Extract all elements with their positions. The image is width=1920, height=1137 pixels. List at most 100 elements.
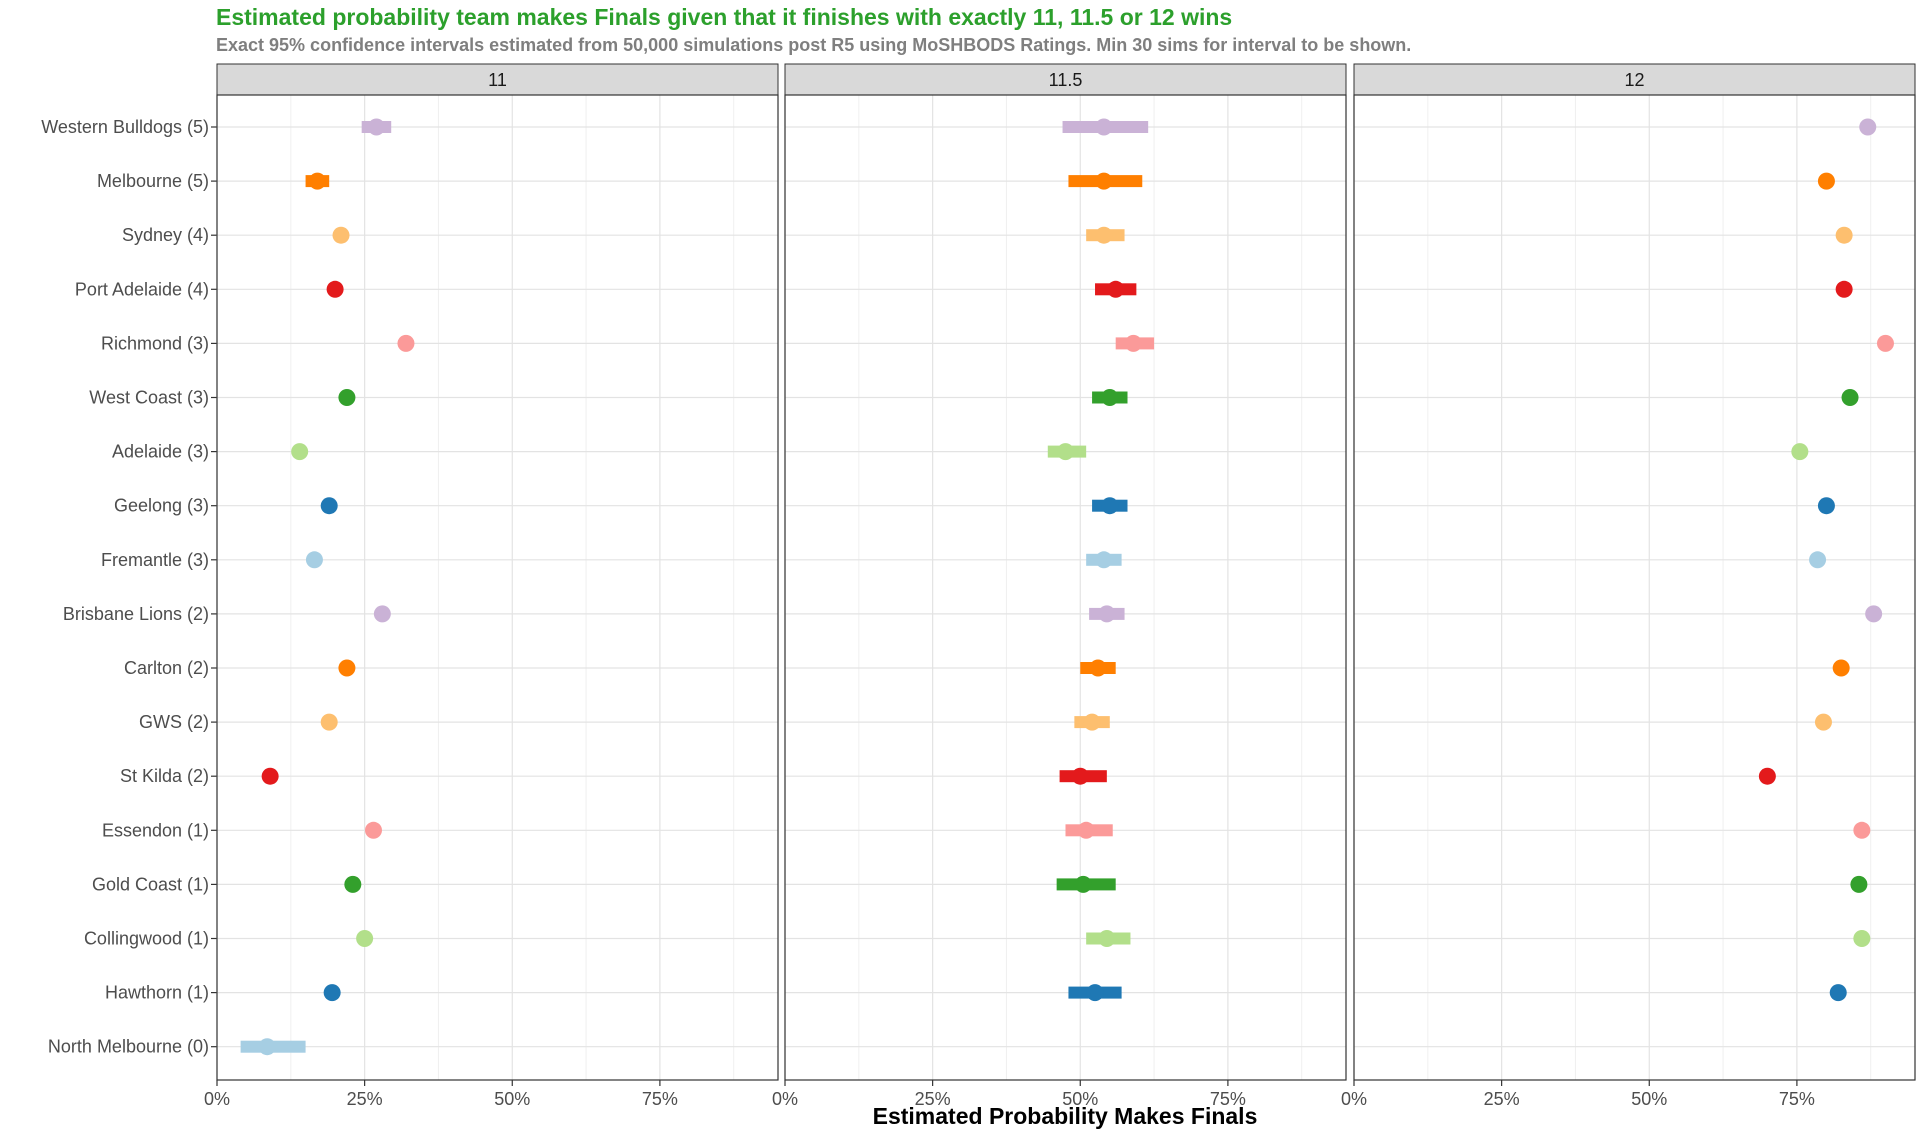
data-point (1095, 172, 1113, 190)
data-point (258, 1038, 276, 1056)
data-point (1095, 226, 1113, 244)
data-point (1814, 713, 1832, 731)
y-tick-label: Port Adelaide (4) (75, 279, 209, 299)
panel-background (217, 95, 778, 1080)
data-point (1853, 821, 1871, 839)
data-point (320, 713, 338, 731)
data-point (344, 875, 362, 893)
data-point (261, 767, 279, 785)
facet-strip (1353, 63, 1916, 96)
data-point (1095, 118, 1113, 136)
data-point (1832, 659, 1850, 677)
data-point (1809, 551, 1827, 569)
data-point (291, 443, 309, 461)
facet-strip (784, 63, 1347, 96)
y-tick-label: Fremantle (3) (101, 550, 209, 570)
data-point (1835, 280, 1853, 298)
x-tick-label: 0% (772, 1089, 798, 1109)
data-point (1101, 497, 1119, 515)
data-point (1853, 930, 1871, 947)
y-tick-label: North Melbourne (0) (48, 1037, 209, 1057)
y-tick-label: West Coast (3) (89, 388, 209, 408)
data-point (1817, 172, 1835, 190)
y-tick-label: Sydney (4) (122, 225, 209, 245)
facet-strip-label: 12 (1624, 70, 1644, 90)
data-point (1107, 280, 1125, 298)
data-point (338, 659, 356, 677)
data-point (320, 497, 338, 515)
data-point (1101, 389, 1119, 406)
data-point (1841, 389, 1859, 406)
data-point (305, 551, 323, 569)
facet-strip-label: 11 (488, 70, 507, 90)
data-point (323, 984, 341, 1002)
data-point (1098, 605, 1116, 623)
y-tick-label: Carlton (2) (124, 658, 209, 678)
data-point (1817, 497, 1835, 515)
y-tick-label: St Kilda (2) (120, 766, 209, 786)
x-tick-label: 75% (642, 1089, 678, 1109)
data-point (1098, 930, 1116, 947)
data-point (1829, 984, 1847, 1002)
data-point (1057, 443, 1074, 461)
data-point (364, 821, 382, 839)
panel-border (1353, 94, 1916, 1081)
facet-panel-11: 11 0% 25% 50% 75% (204, 63, 779, 1109)
data-point (356, 930, 374, 947)
data-point (308, 172, 326, 190)
x-tick-label: 25% (347, 1089, 383, 1109)
data-point (1124, 334, 1142, 352)
data-point (1758, 767, 1776, 785)
data-point (1089, 659, 1107, 677)
panel-background (1354, 95, 1915, 1080)
data-point (1083, 713, 1101, 731)
data-point (1071, 767, 1089, 785)
y-tick-label: Essendon (1) (102, 820, 209, 840)
y-axis-labels: Western Bulldogs (5) Melbourne (5) Sydney … (41, 117, 217, 1057)
panel-background (785, 95, 1346, 1080)
y-tick-label: Geelong (3) (114, 496, 209, 516)
data-point (332, 226, 350, 244)
data-point (326, 280, 344, 298)
data-point (1095, 551, 1113, 569)
x-tick-label: 50% (494, 1089, 530, 1109)
facet-strip (216, 63, 779, 96)
facet-panel-11-5: 11.5 0% 25% 50% 75% (772, 63, 1347, 1109)
x-tick-label: 25% (1484, 1089, 1520, 1109)
x-tick-label: 50% (1631, 1089, 1667, 1109)
x-tick-label: 75% (1779, 1089, 1815, 1109)
data-point (1086, 984, 1104, 1002)
data-point (338, 389, 356, 406)
x-tick-label: 0% (204, 1089, 230, 1109)
data-point (1876, 334, 1894, 352)
y-tick-label: Adelaide (3) (112, 442, 209, 462)
data-point (1865, 605, 1883, 623)
facet-panel-12: 12 0% 25% 50% 75% (1341, 63, 1916, 1109)
y-tick-label: Brisbane Lions (2) (63, 604, 209, 624)
x-tick-label: 75% (1210, 1089, 1246, 1109)
facet-panels: 11 0% 25% 50% 75% 11.5 0% 25% 50% 75% 12 0% 25% 50% 75… (204, 63, 1916, 1109)
data-point (1791, 443, 1809, 461)
facet-strip-label: 11.5 (1049, 70, 1083, 90)
y-tick-label: Richmond (3) (101, 333, 209, 353)
data-point (1850, 875, 1868, 893)
x-tick-label: 25% (915, 1089, 951, 1109)
data-point (1835, 226, 1853, 244)
y-tick-label: Hawthorn (1) (105, 983, 209, 1003)
y-tick-label: Melbourne (5) (97, 171, 209, 191)
panel-border (784, 94, 1347, 1081)
data-point (1859, 118, 1877, 136)
y-tick-label: Collingwood (1) (84, 929, 209, 949)
y-tick-label: Western Bulldogs (5) (41, 117, 209, 137)
data-point (397, 334, 415, 352)
panel-border (216, 94, 779, 1081)
chart-title: Estimated probability team makes Finals … (216, 4, 1233, 30)
chart-subtitle: Exact 95% confidence intervals estimated… (216, 35, 1412, 55)
x-tick-label: 0% (1341, 1089, 1367, 1109)
data-point (367, 118, 385, 136)
data-point (1074, 875, 1092, 893)
x-axis-title: Estimated Probability Makes Finals (872, 1103, 1258, 1129)
data-point (1077, 821, 1095, 839)
y-tick-label: GWS (2) (139, 712, 209, 732)
